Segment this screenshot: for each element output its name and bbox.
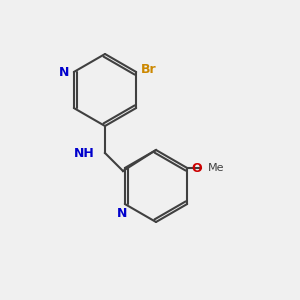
Text: Br: Br bbox=[141, 62, 156, 76]
Text: NH: NH bbox=[74, 146, 94, 160]
Text: N: N bbox=[117, 207, 127, 220]
Text: Me: Me bbox=[208, 163, 225, 173]
Text: O: O bbox=[192, 161, 202, 175]
Text: N: N bbox=[59, 65, 69, 79]
